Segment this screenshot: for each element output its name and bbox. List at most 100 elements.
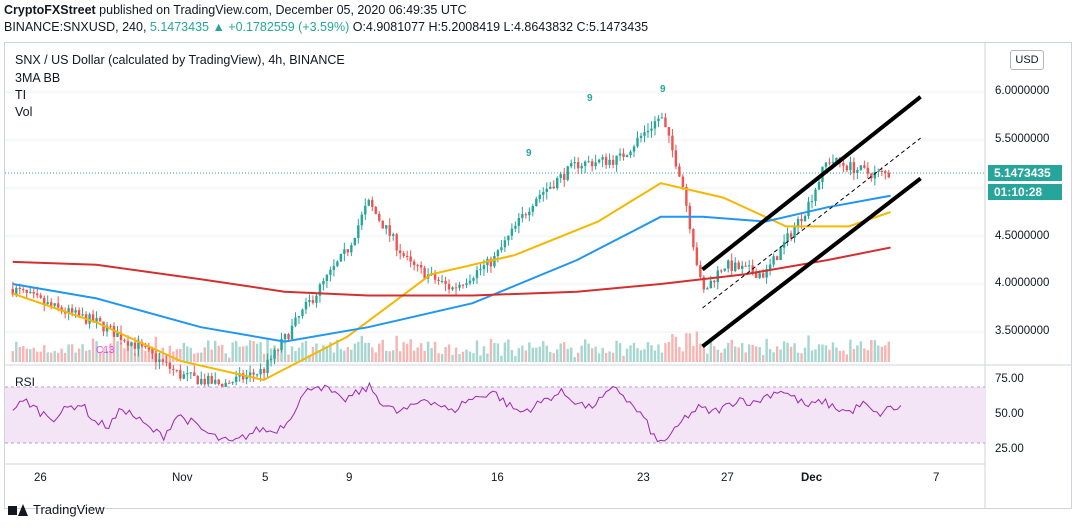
- candle-body: [161, 359, 165, 362]
- rsi-label: RSI: [15, 375, 36, 389]
- volume-bar: [15, 341, 18, 362]
- candle-body: [796, 218, 800, 228]
- candle-body: [814, 189, 817, 202]
- volume-bar: [545, 345, 548, 362]
- volume-bar: [168, 345, 172, 362]
- volume-bar: [419, 343, 423, 362]
- indicator-ti[interactable]: TI: [15, 88, 27, 102]
- candle-body: [489, 258, 493, 267]
- volume-bar: [611, 352, 615, 362]
- volume-bar: [308, 355, 311, 362]
- volume-bar: [322, 345, 325, 362]
- volume-bar: [461, 351, 465, 362]
- td-sequential-count: C13: [96, 345, 115, 356]
- publish-info: CryptoFXStreet published on TradingView.…: [4, 3, 467, 17]
- volume-bar: [350, 349, 353, 362]
- candle-body: [130, 342, 133, 346]
- volume-bar: [849, 339, 852, 362]
- candle-body: [524, 214, 528, 216]
- volume-bar: [95, 341, 98, 362]
- candle-body: [56, 303, 60, 308]
- x-tick-label: 5: [262, 472, 269, 484]
- candle-body: [276, 349, 280, 351]
- candle-body: [15, 287, 18, 295]
- candle-body: [845, 165, 849, 171]
- volume-bar: [615, 340, 618, 362]
- volume-bar: [266, 338, 269, 362]
- candle-body: [500, 247, 503, 251]
- candle-body: [186, 373, 189, 375]
- candle-body: [32, 291, 35, 294]
- volume-bar: [11, 351, 14, 362]
- channel-mid-line: [702, 137, 921, 309]
- candle-body: [322, 280, 325, 285]
- candle-body: [165, 361, 168, 363]
- volume-bar: [395, 335, 398, 362]
- candle-body: [517, 217, 521, 226]
- candle-body: [402, 253, 405, 256]
- candle-body: [385, 225, 388, 229]
- candle-body: [196, 375, 199, 385]
- volume-bar: [754, 346, 758, 362]
- volume-bar: [685, 333, 688, 362]
- candle-body: [440, 280, 444, 282]
- volume-bar: [304, 340, 308, 362]
- candle-body: [674, 150, 678, 167]
- candle-body: [859, 165, 863, 170]
- volume-bar: [643, 349, 646, 362]
- currency-button[interactable]: USD: [1010, 50, 1044, 70]
- indicator-3ma-bb[interactable]: 3MA BB: [15, 71, 61, 85]
- rsi-band: [5, 387, 985, 443]
- volume-bar: [84, 350, 88, 362]
- candle-body: [611, 159, 615, 165]
- volume-bar: [517, 348, 521, 362]
- volume-bar: [751, 344, 754, 362]
- candle-body: [36, 293, 39, 296]
- candle-body: [91, 314, 95, 322]
- volume-bar: [203, 347, 206, 362]
- candle-body: [304, 301, 308, 310]
- candle-body: [747, 265, 751, 267]
- volume-bar: [507, 339, 510, 362]
- candle-body: [615, 155, 618, 165]
- volume-bar: [535, 347, 538, 362]
- volume-bar: [779, 349, 782, 362]
- volume-bar: [678, 346, 681, 362]
- volume-bar: [360, 335, 363, 362]
- indicator-vol[interactable]: Vol: [15, 105, 33, 119]
- tradingview-logo[interactable]: TradingView: [8, 502, 105, 517]
- candle-body: [667, 127, 671, 136]
- channel-upper-line: [701, 95, 922, 272]
- candle-body: [133, 342, 137, 349]
- volume-bar: [639, 350, 643, 362]
- candle-body: [77, 310, 81, 316]
- volume-bar: [566, 348, 569, 362]
- candle-body: [416, 265, 419, 267]
- volume-bar: [144, 350, 147, 362]
- candle-body: [716, 270, 719, 283]
- volume-bar: [98, 351, 102, 362]
- volume-bar: [196, 352, 199, 362]
- candle-body: [392, 234, 395, 236]
- volume-bar: [238, 346, 241, 362]
- candle-body: [437, 279, 440, 282]
- candle-body: [95, 318, 98, 322]
- candle-body: [151, 349, 154, 354]
- candle-body: [283, 334, 287, 340]
- candle-body: [353, 238, 357, 246]
- volume-bar: [241, 346, 245, 362]
- volume-bar: [852, 349, 856, 362]
- candle-body: [535, 198, 538, 207]
- volume-bar: [528, 342, 531, 362]
- candle-body: [810, 201, 814, 203]
- volume-bar: [119, 342, 123, 362]
- volume-bar: [32, 347, 35, 362]
- volume-bar: [479, 355, 482, 362]
- candle-body: [482, 265, 486, 270]
- volume-bar: [175, 349, 179, 362]
- moving-average-line: [12, 246, 891, 297]
- volume-bar: [447, 344, 451, 362]
- candle-body: [444, 280, 447, 284]
- volume-bar: [556, 349, 559, 362]
